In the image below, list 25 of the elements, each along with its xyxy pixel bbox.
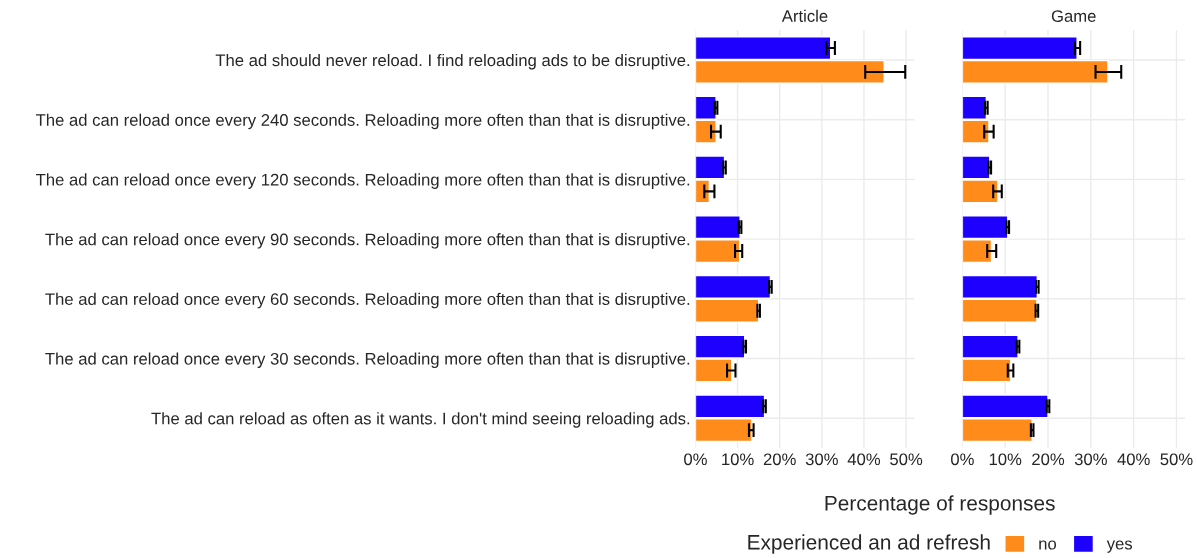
y-tick-label: The ad can reload once every 240 seconds. Reloading more often than that is disruptive.: [35, 113, 690, 130]
legend-label: yes: [1106, 540, 1133, 553]
x-tick-label: 50%: [1160, 453, 1193, 466]
y-tick-label: The ad can reload once every 120 seconds. Reloading more often than that is disruptive.: [35, 173, 690, 189]
x-tick-label: 10%: [989, 453, 1022, 466]
legend-label: no: [1039, 540, 1057, 550]
y-tick-label: The ad can reload once every 30 seconds. Reloading more often than that is disruptive.: [45, 352, 690, 369]
x-tick-label: 10%: [722, 453, 754, 466]
y-tick-label: The ad can reload once every 60 seconds. Reloading more often than that is disruptive.: [45, 292, 690, 309]
x-tick-label: 40%: [847, 453, 881, 466]
legend-title: Experienced an ad refresh: [748, 534, 990, 554]
x-tick-label: 0%: [684, 453, 707, 466]
y-tick-label: The ad should never reload. I find reloading ads to be disruptive.: [215, 53, 690, 70]
chart-title: Article: [781, 9, 828, 22]
chart-title: Game: [1051, 10, 1096, 22]
x-tick-label: 30%: [805, 453, 838, 466]
x-tick-label: 0%: [950, 453, 974, 466]
x-tick-label: 50%: [890, 453, 923, 466]
x-tick-label: 40%: [1117, 453, 1150, 466]
x-tick-label: 20%: [1032, 453, 1065, 466]
y-tick-label: The ad can reload once every 90 seconds. Reloading more often than that is disruptive.: [45, 233, 690, 249]
x-tick-label: 30%: [1074, 453, 1107, 466]
x-axis-title: Percentage of responses: [825, 495, 1055, 515]
y-tick-label: The ad can reload as often as it wants. I don't mind seeing reloading ads.: [151, 412, 690, 428]
x-tick-label: 20%: [763, 453, 796, 466]
